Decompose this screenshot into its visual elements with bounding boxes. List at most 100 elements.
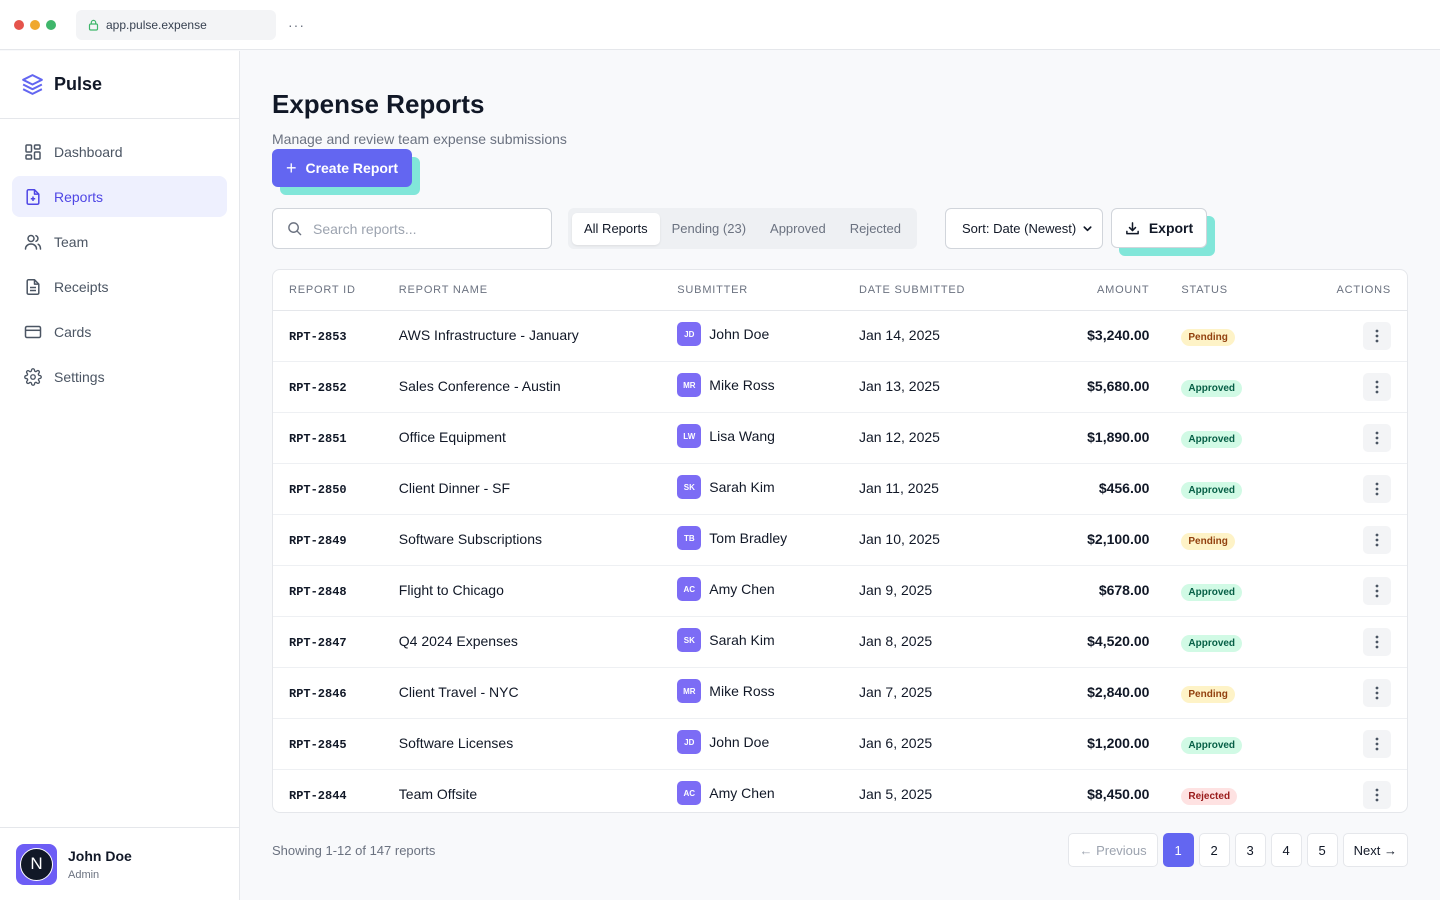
page-button-3[interactable]: 3 (1234, 833, 1266, 867)
more-icon[interactable]: ··· (288, 16, 305, 33)
table-row[interactable]: RPT-2844 Team Offsite AC Amy Chen Jan 5, 202… (273, 770, 1407, 812)
column-report-id[interactable]: Report ID (289, 284, 356, 296)
export-label: Export (1148, 220, 1194, 236)
table-row[interactable]: RPT-2848 Flight to Chicago AC Amy Chen Jan 9… (273, 566, 1407, 617)
sidebar-item-team[interactable]: Team (12, 221, 227, 262)
page-button-2[interactable]: 2 (1198, 833, 1230, 867)
avatar: N (16, 843, 57, 885)
maximize-window-dot[interactable] (46, 19, 56, 30)
dashboard-icon (24, 143, 42, 161)
submitter-name: John Doe (709, 326, 770, 342)
report-name[interactable]: Client Dinner - SF (398, 480, 511, 496)
column-status[interactable]: Status (1181, 284, 1228, 296)
status-badge: Rejected (1181, 787, 1238, 805)
report-name[interactable]: Q4 2024 Expenses (398, 633, 518, 649)
report-id[interactable]: RPT-2849 (289, 534, 347, 548)
column-submitter[interactable]: Submitter (677, 284, 749, 296)
report-name[interactable]: AWS Infrastructure - January (398, 327, 579, 343)
report-name[interactable]: Office Equipment (398, 429, 506, 445)
report-id[interactable]: RPT-2844 (289, 789, 347, 803)
submitter: TB Tom Bradley (677, 526, 859, 552)
table-row[interactable]: RPT-2847 Q4 2024 Expenses SK Sarah Kim Jan 8… (273, 617, 1407, 668)
minimize-window-dot[interactable] (30, 19, 40, 30)
table-row[interactable]: RPT-2845 Software Licenses JD John Doe Jan 6… (273, 719, 1407, 770)
page-button-4[interactable]: 4 (1270, 833, 1302, 867)
report-id[interactable]: RPT-2851 (289, 432, 347, 446)
sidebar-item-cards[interactable]: Cards (12, 311, 227, 352)
status-badge: Approved (1181, 583, 1243, 601)
address-bar[interactable]: app.pulse.expense (76, 9, 276, 40)
column-report-name[interactable]: Report Name (398, 284, 488, 296)
search-box (272, 208, 552, 249)
brand[interactable]: Pulse (0, 51, 239, 119)
previous-page-button[interactable]: ← Previous (1068, 833, 1158, 867)
page-button-1[interactable]: 1 (1162, 833, 1194, 867)
more-vertical-icon (1375, 482, 1379, 496)
row-actions-button[interactable] (1362, 475, 1391, 503)
date-submitted: Jan 7, 2025 (858, 684, 933, 700)
create-report-button[interactable]: + Create Report (272, 149, 412, 187)
tab-all-reports[interactable]: All Reports (572, 212, 660, 245)
search-input[interactable] (313, 220, 533, 237)
search-icon (287, 221, 302, 236)
row-actions-button[interactable] (1362, 679, 1391, 707)
row-actions-button[interactable] (1362, 628, 1391, 656)
table-row[interactable]: RPT-2846 Client Travel - NYC MR Mike Ross Ja… (273, 668, 1407, 719)
table-row[interactable]: RPT-2849 Software Subscriptions TB Tom Brad… (273, 515, 1407, 566)
tab-approved[interactable]: Approved (770, 221, 826, 236)
report-id[interactable]: RPT-2853 (289, 330, 347, 344)
report-id[interactable]: RPT-2846 (289, 687, 347, 701)
settings-icon (24, 367, 42, 386)
row-actions-button[interactable] (1362, 322, 1391, 350)
submitter: JD John Doe (677, 322, 859, 348)
report-id[interactable]: RPT-2848 (289, 585, 347, 599)
table-row[interactable]: RPT-2852 Sales Conference - Austin MR Mike … (273, 362, 1407, 413)
column-amount[interactable]: Amount (1096, 284, 1150, 296)
report-id[interactable]: RPT-2852 (289, 381, 347, 395)
table-row[interactable]: RPT-2850 Client Dinner - SF SK Sarah Kim Jan… (273, 464, 1407, 515)
row-actions-button[interactable] (1362, 373, 1391, 401)
sidebar-item-receipts[interactable]: Receipts (12, 266, 227, 307)
export-button[interactable]: Export (1111, 208, 1207, 248)
page-button-5[interactable]: 5 (1306, 833, 1338, 867)
row-actions-button[interactable] (1362, 526, 1391, 554)
sort-select[interactable]: Sort: Date (Newest) (945, 208, 1103, 249)
submitter-name: Sarah Kim (709, 479, 775, 495)
create-report-label: Create Report (305, 160, 399, 176)
row-actions-button[interactable] (1362, 424, 1391, 452)
table-row[interactable]: RPT-2853 AWS Infrastructure - January JD Jo… (273, 311, 1407, 362)
logo-icon (20, 72, 45, 97)
tab-rejected[interactable]: Rejected (849, 221, 901, 236)
close-window-dot[interactable] (14, 19, 24, 30)
report-name[interactable]: Sales Conference - Austin (398, 378, 561, 394)
cards-icon (24, 323, 42, 341)
row-actions-button[interactable] (1362, 781, 1391, 809)
column-date-submitted[interactable]: Date Submitted (858, 284, 966, 296)
report-id[interactable]: RPT-2850 (289, 483, 347, 497)
more-vertical-icon (1375, 329, 1379, 343)
amount: $1,200.00 (1087, 735, 1150, 751)
team-icon (24, 233, 42, 251)
date-submitted: Jan 11, 2025 (858, 480, 939, 496)
browser-chrome: app.pulse.expense ··· (0, 0, 1440, 50)
report-name[interactable]: Software Licenses (398, 735, 514, 751)
report-id[interactable]: RPT-2845 (289, 738, 347, 752)
submitter: SK Sarah Kim (677, 475, 859, 501)
amount: $456.00 (1098, 480, 1150, 496)
table-row[interactable]: RPT-2851 Office Equipment LW Lisa Wang Jan 1… (273, 413, 1407, 464)
report-id[interactable]: RPT-2847 (289, 636, 347, 650)
sidebar-item-reports[interactable]: Reports (12, 176, 227, 217)
table-header: Report ID Report Name Submitter Date Sub… (273, 270, 1407, 311)
report-name[interactable]: Client Travel - NYC (398, 684, 519, 700)
sidebar-item-dashboard[interactable]: Dashboard (12, 131, 227, 172)
report-name[interactable]: Team Offsite (398, 786, 478, 802)
report-name[interactable]: Software Subscriptions (398, 531, 542, 547)
report-name[interactable]: Flight to Chicago (398, 582, 504, 598)
sidebar-item-settings[interactable]: Settings (12, 356, 227, 397)
row-actions-button[interactable] (1362, 577, 1391, 605)
sidebar-item-label: Dashboard (54, 143, 123, 160)
row-actions-button[interactable] (1362, 730, 1391, 758)
next-page-button[interactable]: Next → (1342, 833, 1408, 867)
user-profile[interactable]: N John Doe Admin (0, 827, 239, 900)
tab-pending[interactable]: Pending (23) (671, 221, 747, 236)
